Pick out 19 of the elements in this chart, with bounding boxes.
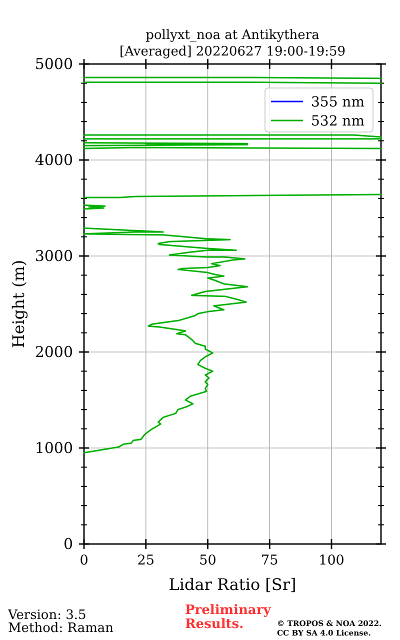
x-tick-label: 50 — [199, 552, 216, 569]
y-tick-label: 2000 — [34, 342, 73, 361]
x-tick-label: 75 — [261, 552, 278, 569]
y-tick-label: 5000 — [34, 54, 73, 73]
x-tick-label: 100 — [318, 552, 344, 569]
legend-label: 532 nm — [311, 114, 364, 130]
y-tick-label: 3000 — [34, 246, 73, 265]
x-tick-label: 25 — [137, 552, 154, 569]
y-axis-title: Height (m) — [9, 260, 28, 348]
text: Method: Raman — [8, 621, 114, 636]
y-tick-label: 0 — [63, 534, 73, 553]
y-tick-label: 1000 — [34, 438, 73, 457]
y-tick-label: 4000 — [34, 150, 73, 169]
text: Version: 3.5 — [7, 608, 86, 623]
text: Preliminary Results. — [185, 603, 272, 632]
legend-label: 355 nm — [311, 94, 364, 110]
x-tick-label: 0 — [80, 552, 88, 569]
chart-title: pollyxt_noa at Antikythera [Averaged] 20220627 19:00-19:59 — [119, 28, 346, 60]
x-axis-title: Lidar Ratio [Sr] — [168, 575, 296, 594]
